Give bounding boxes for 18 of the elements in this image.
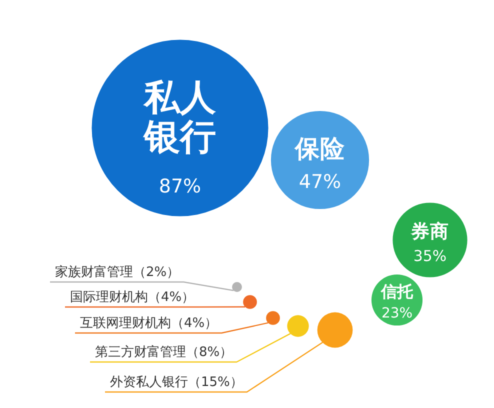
category-label: 家族财富管理	[55, 264, 133, 280]
category-label: 私人银行	[142, 77, 216, 158]
data-label: 47%	[298, 170, 342, 193]
data-label: （4%）	[171, 316, 218, 331]
data-label: （2%）	[133, 265, 180, 280]
category-label: 第三方财富管理	[95, 344, 186, 360]
data-label: 87%	[158, 175, 202, 198]
data-label: （8%）	[186, 345, 233, 360]
category-label: 券商	[410, 220, 449, 243]
data-label: 35%	[413, 247, 447, 266]
data-label: （15%）	[188, 375, 243, 390]
category-label: 外资私人银行	[110, 375, 188, 390]
data-label: （4%）	[148, 290, 195, 305]
category-label: 信托	[380, 282, 414, 302]
category-label: 国际理财机构	[70, 290, 148, 305]
category-label: 互联网理财机构	[80, 316, 171, 331]
category-label: 保险	[294, 134, 346, 164]
data-label: 23%	[381, 306, 413, 322]
